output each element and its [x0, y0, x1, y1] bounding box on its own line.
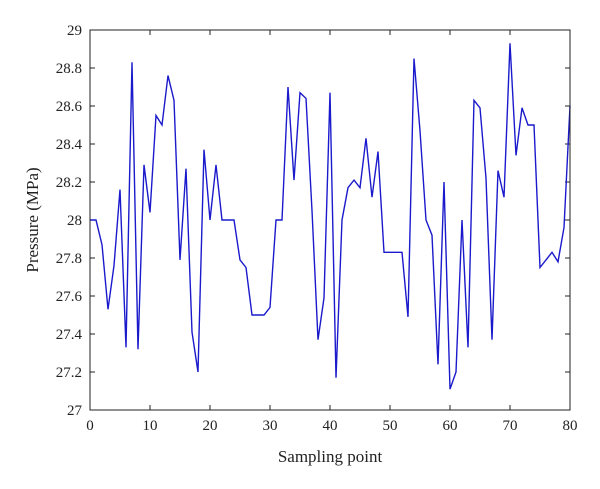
- x-tick-label: 80: [563, 418, 578, 434]
- x-tick-label: 10: [143, 418, 158, 434]
- y-tick-label: 28.6: [56, 99, 83, 115]
- pressure-series-line: [90, 43, 571, 390]
- y-tick-label: 27.4: [56, 327, 83, 343]
- series-layer: [90, 43, 571, 390]
- plot-area: [90, 30, 570, 410]
- y-tick-label: 27: [67, 403, 83, 419]
- x-tick-label: 60: [443, 418, 458, 434]
- x-tick-label: 70: [503, 418, 518, 434]
- x-tick-label: 40: [323, 418, 338, 434]
- y-axis-title: Pressure (MPa): [23, 167, 42, 272]
- x-axis-title: Sampling point: [278, 447, 383, 466]
- x-tick-label: 0: [86, 418, 94, 434]
- y-tick-label: 27.2: [56, 365, 82, 381]
- plot-frame: [89, 29, 571, 411]
- y-tick-label: 28.8: [56, 61, 82, 77]
- x-tick-label: 30: [263, 418, 278, 434]
- tick-label-layer: 0 10 20 30 40 50 60 70 80 27 27.2 27.4 27.6 27.8 28 28.…: [56, 23, 578, 434]
- y-tick-label: 28.2: [56, 175, 82, 191]
- y-tick-label: 28.4: [56, 137, 83, 153]
- y-tick-label: 27.8: [56, 251, 82, 267]
- y-tick-label: 29: [67, 23, 82, 39]
- x-tick-label: 20: [203, 418, 218, 434]
- y-tick-label: 28: [67, 213, 82, 229]
- x-tick-label: 50: [383, 418, 398, 434]
- y-tick-label: 27.6: [56, 289, 83, 305]
